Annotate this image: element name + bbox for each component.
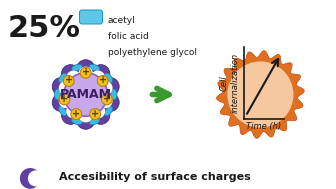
Circle shape xyxy=(66,70,81,85)
Circle shape xyxy=(101,94,112,105)
Circle shape xyxy=(78,67,93,81)
Circle shape xyxy=(101,77,119,96)
Circle shape xyxy=(97,76,108,86)
Circle shape xyxy=(52,93,71,112)
Ellipse shape xyxy=(59,106,67,116)
Circle shape xyxy=(90,70,105,85)
Text: +: + xyxy=(98,75,107,85)
Text: folic acid: folic acid xyxy=(108,32,149,41)
Circle shape xyxy=(101,93,119,112)
Circle shape xyxy=(28,170,44,187)
Circle shape xyxy=(77,111,95,129)
Circle shape xyxy=(61,106,80,124)
Text: 25%: 25% xyxy=(8,14,81,43)
Circle shape xyxy=(52,77,71,96)
Ellipse shape xyxy=(72,118,82,125)
Text: PAMAM: PAMAM xyxy=(60,88,112,101)
Circle shape xyxy=(63,76,74,86)
Circle shape xyxy=(59,94,70,105)
Circle shape xyxy=(92,65,110,83)
Text: Accesibility of surface charges: Accesibility of surface charges xyxy=(59,172,251,182)
Ellipse shape xyxy=(104,106,113,116)
Circle shape xyxy=(80,67,91,78)
Circle shape xyxy=(90,104,105,119)
Ellipse shape xyxy=(111,89,117,100)
Text: +: + xyxy=(60,94,69,104)
Circle shape xyxy=(59,81,73,95)
FancyBboxPatch shape xyxy=(80,10,102,24)
Ellipse shape xyxy=(89,64,100,71)
Text: +: + xyxy=(91,109,99,119)
Circle shape xyxy=(66,104,81,119)
Ellipse shape xyxy=(104,73,113,83)
Text: polyethylene glycol: polyethylene glycol xyxy=(108,48,197,57)
Circle shape xyxy=(61,65,80,83)
Ellipse shape xyxy=(89,118,100,125)
Circle shape xyxy=(77,60,95,78)
Text: +: + xyxy=(72,109,80,119)
Ellipse shape xyxy=(72,64,82,71)
Ellipse shape xyxy=(54,89,60,100)
Circle shape xyxy=(90,109,100,119)
Circle shape xyxy=(64,73,108,116)
Text: +: + xyxy=(65,75,73,85)
Circle shape xyxy=(71,109,82,119)
Text: +: + xyxy=(103,94,111,104)
Circle shape xyxy=(20,168,41,189)
Text: acetyl: acetyl xyxy=(108,16,136,25)
Ellipse shape xyxy=(59,73,67,83)
Polygon shape xyxy=(216,51,304,138)
Text: +: + xyxy=(82,67,90,77)
Circle shape xyxy=(98,81,113,95)
Circle shape xyxy=(98,94,113,108)
X-axis label: Time (h): Time (h) xyxy=(246,122,281,131)
Circle shape xyxy=(227,61,293,128)
Y-axis label: Cell
internalization: Cell internalization xyxy=(220,53,240,113)
Circle shape xyxy=(78,108,93,122)
Circle shape xyxy=(59,94,73,108)
Circle shape xyxy=(92,106,110,124)
